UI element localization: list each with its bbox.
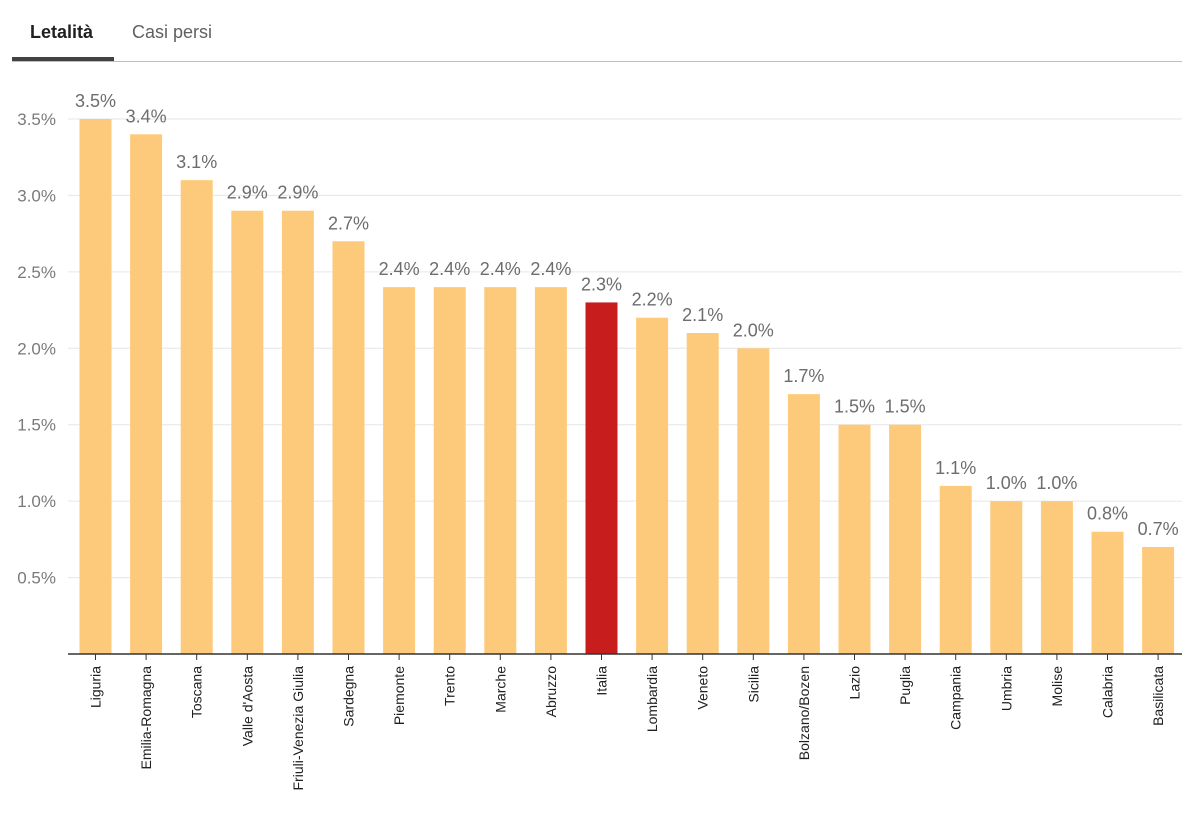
y-tick-label: 1.0% — [17, 492, 56, 511]
bar[interactable] — [787, 394, 820, 654]
x-tick-label: Sardegna — [341, 666, 357, 727]
data-label: 2.4% — [480, 259, 521, 279]
x-tick-label: Sicilia — [745, 666, 761, 703]
data-label: 2.4% — [379, 259, 420, 279]
x-tick-label: Lazio — [847, 666, 863, 700]
x-tick-label: Veneto — [695, 666, 711, 710]
x-tick-label: Lombardia — [644, 666, 660, 732]
bar[interactable] — [585, 302, 618, 654]
bar[interactable] — [686, 333, 719, 654]
x-tick-label: Bolzano/Bozen — [796, 666, 812, 760]
bar[interactable] — [636, 317, 669, 654]
x-tick-label: Marche — [492, 666, 508, 713]
y-tick-label: 2.5% — [17, 263, 56, 282]
data-label: 2.4% — [429, 259, 470, 279]
data-label: 2.9% — [277, 183, 318, 203]
x-tick-label: Friuli-Venezia Giulia — [290, 666, 306, 791]
data-label: 2.7% — [328, 213, 369, 233]
bar[interactable] — [534, 287, 567, 654]
data-label: 1.0% — [1036, 473, 1077, 493]
bar[interactable] — [332, 241, 365, 655]
data-label: 1.1% — [935, 458, 976, 478]
data-label: 0.8% — [1087, 504, 1128, 524]
y-tick-label: 1.5% — [17, 416, 56, 435]
bar[interactable] — [939, 485, 972, 654]
bar[interactable] — [1091, 531, 1124, 654]
data-label: 1.5% — [834, 397, 875, 417]
x-tick-label: Basilicata — [1150, 666, 1166, 726]
data-label: 2.3% — [581, 274, 622, 294]
x-tick-label: Abruzzo — [543, 666, 559, 718]
data-label: 2.1% — [682, 305, 723, 325]
x-tick-label: Calabria — [1100, 666, 1116, 718]
x-tick-label: Toscana — [189, 666, 205, 718]
bar[interactable] — [1040, 501, 1073, 654]
data-label: 1.5% — [885, 397, 926, 417]
x-tick-label: Molise — [1049, 666, 1065, 707]
bar[interactable] — [383, 287, 416, 654]
data-label: 2.9% — [227, 183, 268, 203]
bar[interactable] — [990, 501, 1023, 654]
x-tick-label: Liguria — [88, 666, 104, 708]
bar[interactable] — [838, 424, 871, 654]
data-label: 2.0% — [733, 320, 774, 340]
bar[interactable] — [889, 424, 922, 654]
y-tick-label: 3.0% — [17, 186, 56, 205]
data-label: 3.1% — [176, 152, 217, 172]
bar[interactable] — [180, 180, 213, 654]
bar[interactable] — [1142, 547, 1175, 654]
data-label: 3.4% — [126, 106, 167, 126]
x-tick-label: Valle d'Aosta — [239, 666, 255, 746]
data-label: 1.0% — [986, 473, 1027, 493]
y-tick-label: 0.5% — [17, 569, 56, 588]
y-tick-label: 2.0% — [17, 339, 56, 358]
y-tick-label: 3.5% — [17, 110, 56, 129]
bar[interactable] — [79, 119, 112, 654]
x-tick-label: Emilia-Romagna — [138, 666, 154, 770]
bar[interactable] — [130, 134, 163, 654]
x-tick-label: Umbria — [998, 666, 1014, 711]
bar-chart: 0.5% 1.0% 1.5% 2.0% 2.5% 3.0% 3.5% 3.5% Liguria 3… — [17, 91, 1182, 791]
tab-bar: Letalità Casi persi — [12, 0, 1182, 62]
tab-casi-persi[interactable]: Casi persi — [132, 22, 213, 42]
data-label: 1.7% — [783, 366, 824, 386]
bar[interactable] — [231, 210, 264, 654]
bar[interactable] — [737, 348, 770, 654]
tab-letalita[interactable]: Letalità — [30, 22, 94, 42]
bar[interactable] — [484, 287, 517, 654]
x-tick-label: Campania — [948, 666, 964, 730]
data-label: 0.7% — [1138, 519, 1179, 539]
data-label: 2.2% — [632, 290, 673, 310]
bar[interactable] — [433, 287, 466, 654]
x-tick-label: Piemonte — [391, 666, 407, 725]
x-tick-label: Puglia — [897, 666, 913, 705]
x-tick-label: Trento — [442, 666, 458, 706]
active-tab-indicator — [12, 57, 114, 61]
data-label: 2.4% — [530, 259, 571, 279]
bar[interactable] — [281, 210, 314, 654]
x-tick-label: Italia — [594, 666, 610, 696]
data-label: 3.5% — [75, 91, 116, 111]
